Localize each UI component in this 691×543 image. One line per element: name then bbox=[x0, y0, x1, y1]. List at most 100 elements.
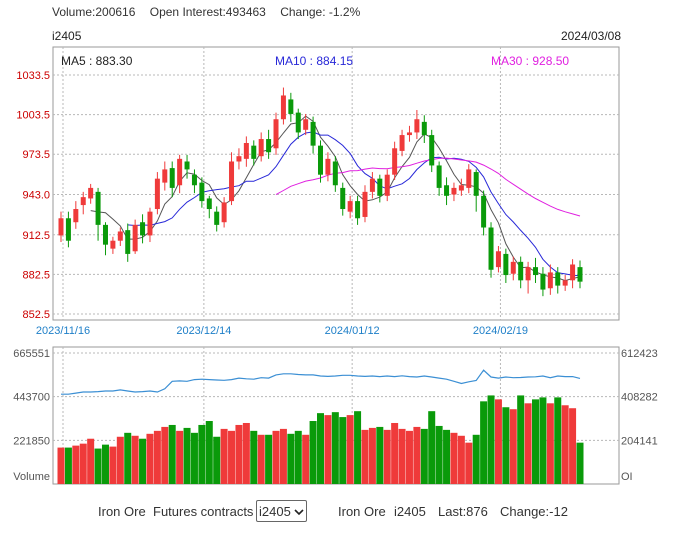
volume-bar bbox=[317, 413, 324, 484]
volume-bar bbox=[116, 436, 124, 484]
candle-body bbox=[332, 161, 338, 186]
price-axis: 1033.5 1003.5 973.5 943.0 912.5 882.5 852.5 bbox=[16, 70, 50, 321]
candle-body bbox=[577, 267, 583, 282]
candle-body bbox=[503, 253, 509, 276]
symbol-label: i2405 bbox=[52, 29, 82, 43]
candle-body bbox=[303, 119, 309, 130]
volume-bar bbox=[405, 430, 413, 484]
candle-body bbox=[132, 224, 138, 252]
volume-bar bbox=[272, 430, 280, 484]
volume-bar bbox=[576, 442, 584, 484]
candle-body bbox=[444, 185, 450, 196]
volume-tick-label: 443700 bbox=[13, 392, 50, 404]
volume-bar bbox=[213, 436, 221, 484]
candle-body bbox=[88, 187, 94, 199]
volume-bar bbox=[487, 395, 495, 484]
volume-bars bbox=[57, 395, 584, 484]
volume-bar bbox=[339, 417, 347, 484]
date-tick-label: 2023/12/14 bbox=[176, 325, 231, 337]
volume-bar bbox=[124, 432, 132, 484]
candle-body bbox=[169, 168, 175, 188]
candle-body bbox=[80, 197, 86, 206]
candle-body bbox=[547, 272, 553, 289]
volume-bar bbox=[472, 434, 480, 484]
volume-bar bbox=[524, 403, 532, 484]
candle-body bbox=[340, 187, 346, 210]
header-change: Change: -1.2% bbox=[280, 5, 361, 19]
date-axis: 2023/11/16 2023/12/14 2024/01/12 2024/02/19 bbox=[36, 325, 528, 337]
candle-body bbox=[95, 191, 101, 225]
volume-bar bbox=[57, 447, 65, 484]
volume-bar bbox=[79, 443, 87, 484]
candle-body bbox=[325, 158, 331, 175]
price-tick-label: 943.0 bbox=[22, 190, 50, 202]
volume-bar bbox=[257, 434, 265, 484]
candle-body bbox=[384, 174, 390, 196]
price-tick-label: 852.5 bbox=[22, 309, 50, 321]
candle-body bbox=[562, 280, 568, 286]
volume-bar bbox=[435, 425, 443, 484]
candle-body bbox=[570, 264, 576, 281]
candle-body bbox=[214, 211, 220, 225]
candle-body bbox=[73, 209, 79, 223]
volume-tick-label: 221850 bbox=[13, 435, 50, 447]
volume-bar bbox=[176, 430, 184, 484]
oi-line bbox=[61, 369, 581, 395]
candle-body bbox=[481, 195, 487, 228]
volume-bar bbox=[324, 415, 332, 484]
volume-bar bbox=[168, 424, 176, 484]
oi-axis-label: OI bbox=[621, 471, 633, 483]
volume-bar bbox=[220, 428, 228, 484]
candle-body bbox=[102, 224, 108, 245]
contract-select[interactable]: i2405 bbox=[256, 500, 307, 522]
volume-bar bbox=[265, 434, 273, 484]
ma30-line bbox=[275, 157, 581, 217]
volume-bar bbox=[242, 422, 250, 484]
volume-bar bbox=[205, 421, 213, 484]
candle-body bbox=[466, 169, 472, 188]
volume-bar bbox=[250, 430, 258, 484]
volume-bar bbox=[494, 399, 502, 484]
volume-bar bbox=[420, 428, 428, 484]
volume-bar bbox=[153, 430, 161, 484]
volume-axis: 665551 612423 443700 408282 221850 204141 Volu… bbox=[13, 348, 657, 483]
footer-info-name: Iron Ore bbox=[338, 504, 386, 519]
candle-body bbox=[154, 178, 160, 210]
ma10-label: MA10 : 884.15 bbox=[275, 54, 353, 68]
oi-tick-label: 204141 bbox=[621, 435, 658, 447]
volume-bar bbox=[64, 447, 72, 484]
volume-bar bbox=[368, 427, 376, 484]
ma5-label: MA5 : 883.30 bbox=[61, 54, 133, 68]
volume-bar bbox=[413, 426, 421, 484]
volume-bar bbox=[235, 424, 243, 484]
candle-body bbox=[458, 185, 464, 191]
volume-bar bbox=[443, 429, 451, 484]
volume-bar bbox=[131, 435, 139, 484]
price-tick-label: 1003.5 bbox=[16, 110, 50, 122]
candle-body bbox=[392, 148, 398, 175]
volume-bar bbox=[87, 438, 95, 484]
price-tick-label: 882.5 bbox=[22, 269, 50, 281]
footer-last: Last:876 bbox=[438, 504, 488, 519]
volume-bar bbox=[279, 428, 287, 484]
volume-bar bbox=[561, 405, 569, 484]
volume-bar bbox=[190, 432, 198, 484]
volume-bar bbox=[354, 411, 362, 484]
chevron-down-icon bbox=[294, 504, 304, 519]
volume-bar bbox=[361, 429, 369, 484]
candle-body bbox=[147, 211, 153, 236]
candle-body bbox=[429, 135, 435, 166]
candle-body bbox=[555, 272, 561, 286]
volume-bar bbox=[376, 426, 384, 484]
price-tick-label: 912.5 bbox=[22, 230, 50, 242]
candle-body bbox=[355, 201, 361, 219]
volume-bar bbox=[450, 432, 458, 484]
candle-body bbox=[266, 139, 272, 153]
candle-body bbox=[362, 191, 368, 217]
candle-body bbox=[318, 145, 323, 175]
candle-body bbox=[414, 119, 420, 133]
candle-body bbox=[184, 161, 190, 170]
volume-bar bbox=[198, 424, 206, 484]
candle-body bbox=[58, 218, 64, 236]
candle-body bbox=[406, 132, 412, 136]
